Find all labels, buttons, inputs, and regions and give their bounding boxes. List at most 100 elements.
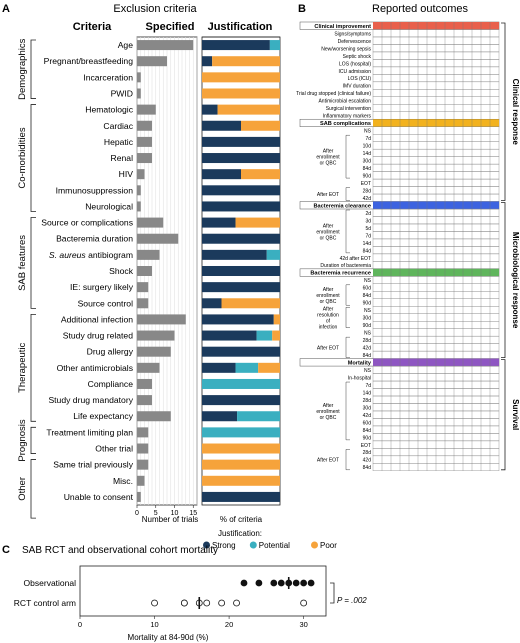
panel-c-point-observational [292, 579, 300, 587]
panel-b-letter: B [298, 3, 306, 15]
specified-bar-incarceration [137, 72, 141, 83]
justification-bar-strong-renal [202, 153, 280, 164]
outcome-header-bacteremia-clearance: Bacteremia clearance [313, 203, 371, 209]
specified-bar-treatment-limiting-plan [137, 427, 149, 438]
justification-bar-poor-pwid [202, 88, 280, 99]
panel-c-point-rct-control-arm [300, 599, 308, 607]
outcome-row-label-ns: NS [364, 278, 372, 284]
panel-c-point-observational [255, 579, 263, 587]
specified-xlabel: Number of trials [142, 515, 198, 524]
row-bracket-after-enrollment-or-qbc [345, 209, 350, 254]
specified-bar-pwid [137, 88, 141, 99]
criterion-label-additional-infection: Additional infection [61, 314, 133, 324]
specified-bar-s-aureus-antibiogram [137, 249, 160, 260]
justification-bar-strong-life-expectancy [202, 411, 238, 422]
criterion-label-hepatic: Hepatic [104, 137, 134, 147]
outcome-row-label-ns: NS [364, 129, 372, 135]
row-bracket-label: enrollment [316, 409, 340, 415]
justification-bar-poor-incarceration [202, 72, 280, 83]
outcome-row-label-surgical-intervention: Surgical intervention [326, 106, 372, 112]
justification-bar-poor-source-control [221, 298, 280, 309]
specified-bar-source-or-complications [137, 217, 164, 228]
specified-bar-unable-to-consent [137, 491, 141, 502]
row-bracket-label: After EOT [317, 345, 339, 351]
mortality-dot-plot: 0 10 20 30 Observational RCT control arm [14, 565, 335, 629]
specified-bar-other-trial [137, 443, 149, 454]
criteria-group-brackets: Demographics Co-morbidities SAB features Th… [17, 38, 36, 519]
group-bracket-prognosis [30, 426, 36, 454]
panel-c-point-rct-control-arm [233, 599, 240, 607]
category-bracket-survival [501, 359, 506, 471]
justification-bar-poor-additional-infection [273, 314, 280, 325]
justification-bar-strong-hematologic [202, 104, 218, 115]
p-value: P = .002 [337, 596, 367, 605]
row-bracket-label: After EOT [317, 458, 339, 464]
outcome-row-label-7d: 7d [365, 383, 371, 389]
outcome-header-bacteremia-recurrence: Bacteremia recurrence [310, 271, 371, 277]
criteria-header: Criteria [73, 21, 112, 33]
outcome-row-label-defervescence: Defervescence [338, 39, 372, 45]
group-label-sab-features: SAB features [17, 235, 28, 291]
specified-bar-drug-allergy [137, 346, 171, 357]
outcome-row-label-28d: 28d [363, 188, 372, 194]
group-bracket-other [30, 459, 36, 519]
criterion-label-unable-to-consent: Unable to consent [64, 492, 134, 502]
specified-bar-other-antimicrobials [137, 362, 160, 373]
specified-bar-neurological [137, 201, 141, 212]
panel-c: C SAB RCT and observational cohort morta… [2, 544, 367, 642]
outcome-row-label-84d: 84d [363, 428, 372, 434]
criterion-label-life-expectancy: Life expectancy [73, 411, 133, 421]
justification-bar-potential-other-antimicrobials [235, 362, 259, 373]
specified-bar-source-control [137, 298, 149, 309]
criterion-label-hematologic: Hematologic [85, 105, 133, 115]
row-bracket-after-resolution-of-infection [345, 306, 350, 328]
justification-bar-poor-hiv [241, 169, 280, 180]
justification-bar-poor-cardiac [241, 120, 280, 131]
group-label-demographics: Demographics [17, 38, 28, 99]
outcome-row-label-90d: 90d [363, 323, 372, 329]
category-label-clinical-response: Clinical response [511, 79, 520, 146]
outcome-row-label-90d: 90d [363, 435, 372, 441]
outcome-row-label-60d: 60d [363, 286, 372, 292]
category-bracket-clinical-response [501, 22, 506, 201]
outcome-row-label-icu-admission: ICU admission [338, 69, 371, 75]
criterion-label-pregnant-breastfeeding: Pregnant/breastfeeding [44, 56, 134, 66]
justification-bar-strong-hepatic [202, 136, 280, 147]
outcome-row-label-ns: NS [364, 331, 372, 337]
group-label-therapeutic: Therapeutic [17, 342, 28, 392]
criterion-label-age: Age [118, 40, 134, 50]
outcome-row-label-28d: 28d [363, 450, 372, 456]
justification-bar-chart [201, 36, 281, 506]
criterion-label-hiv: HIV [119, 169, 134, 179]
outcome-row-label-eot: EOT [361, 443, 371, 449]
specified-bar-shock [137, 265, 152, 277]
specified-bar-age [137, 40, 194, 51]
outcome-row-label-duration-of-bacteremia: Duration of bacteremia [320, 263, 371, 269]
panel-c-point-rct-control-arm [218, 599, 226, 607]
criterion-label-shock: Shock [109, 266, 134, 276]
specified-bar-bacteremia-duration [137, 233, 179, 244]
legend-label-potential: Potential [259, 541, 290, 550]
criterion-label-other-trial: Other trial [95, 444, 133, 454]
outcome-row-label-42d: 42d [363, 346, 372, 352]
panel-c-point-rct-control-arm [180, 599, 188, 607]
outcome-category-brackets: Clinical response Microbiological respons… [501, 22, 520, 471]
justification-bar-poor-other-trial [202, 443, 280, 454]
justification-bar-poor-study-drug-related [272, 330, 280, 341]
specified-bar-study-drug-related [137, 330, 175, 341]
specified-bar-cardiac [137, 120, 152, 131]
significance-bracket [330, 582, 335, 604]
justification-bar-poor-misc [202, 475, 280, 486]
legend-title: Justification: [218, 529, 262, 538]
specified-tick-label: 0 [135, 510, 139, 517]
row-bracket-label: or QBC [320, 415, 337, 421]
specified-bar-pregnant-breastfeeding [137, 56, 167, 67]
row-bracket-label: After [323, 149, 334, 155]
criterion-label-compliance: Compliance [88, 379, 134, 389]
outcome-row-label-septic-shock: Septic shock [343, 54, 372, 60]
specified-tick-label: 10 [171, 510, 179, 517]
outcome-row-label-28d: 28d [363, 398, 372, 404]
outcome-row-label-7d: 7d [365, 136, 371, 142]
specified-bar-life-expectancy [137, 411, 171, 422]
